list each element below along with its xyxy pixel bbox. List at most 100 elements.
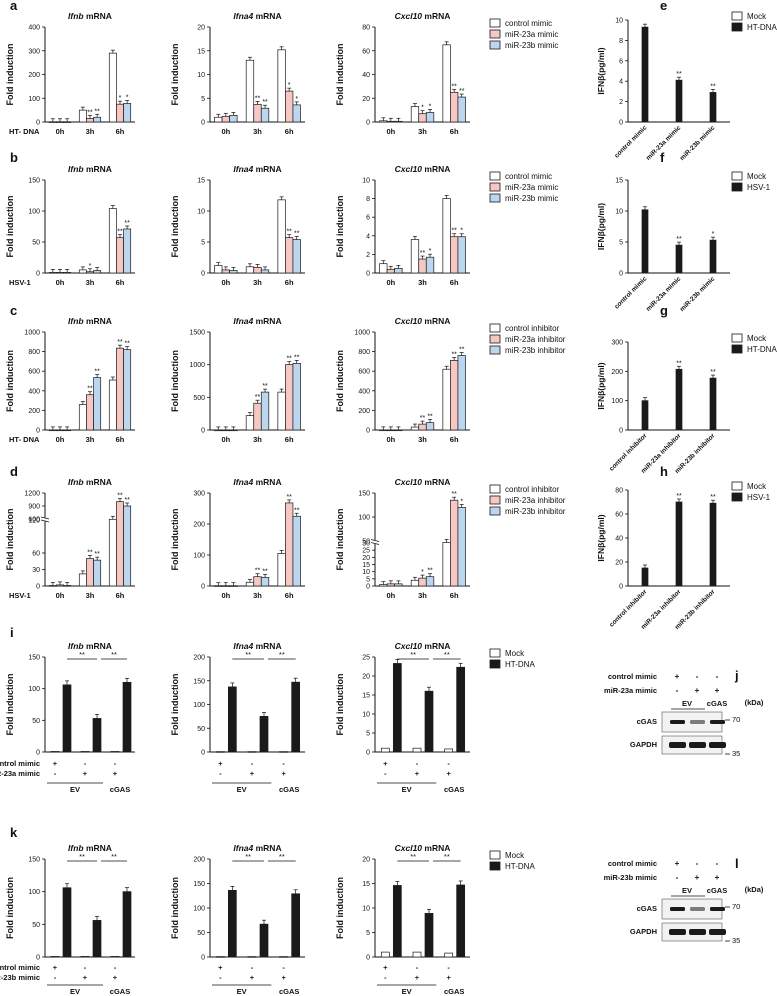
panel-c-3-significance: ** [459, 347, 465, 354]
panel-a-1-tick-label: 400 [28, 25, 40, 32]
blot-j-cgas-band [710, 720, 725, 724]
panel-d-3-tick-label: 50 [362, 539, 370, 546]
panel-d-2-bar [214, 585, 223, 587]
panel-k-1-cgas-label: cGAS [110, 987, 130, 996]
panel-letter-l: l [735, 856, 739, 871]
panel-c-3-tick-label: 800 [358, 349, 370, 356]
panel-c-1-significance: ** [94, 369, 100, 376]
panel-b-3-tick-label: 6 [366, 215, 370, 222]
panel-b-1-tick-label: 100 [28, 209, 40, 216]
panel-c-3-bar [450, 360, 459, 431]
panel-i-row-control-mimic: control mimic [0, 759, 40, 768]
panel-k-2-tick-label: 150 [193, 881, 205, 888]
panel-a-1-tick-label: 100 [28, 96, 40, 103]
panel-b-3-significance: * [429, 248, 432, 255]
blot-l-cgas-band [690, 907, 705, 911]
panel-a-1-bar [48, 121, 57, 123]
panel-i-3-bar-treated [456, 666, 466, 753]
panel-c-1-significance: ** [117, 339, 123, 346]
panel-i-1-tick-label: 50 [32, 718, 40, 725]
panel-g-legend-swatch [731, 344, 743, 354]
panel-i-1-tick-label: 150 [28, 655, 40, 662]
panel-k-1-y-label: Fold induction [5, 877, 15, 939]
blot-l-sign: + [675, 859, 680, 868]
panel-g-tick-label: 100 [611, 398, 623, 405]
panel-i-3-cgas-label: cGAS [444, 785, 464, 794]
panel-a-3-tick-label: 40 [362, 72, 370, 79]
panel-k-3-tick-label: 0 [366, 955, 370, 962]
panel-c-3-bar [425, 422, 435, 431]
panel-a-2-bar [292, 104, 301, 123]
panel-a-1-tick-label: 0 [36, 120, 40, 127]
panel-e-tick-label: 4 [619, 79, 623, 86]
panel-b-2-tick-label: 0 [201, 271, 205, 278]
panel-i-2-mir-sign: + [281, 769, 286, 778]
panel-k-2-bar-treated [291, 893, 301, 958]
panel-a-2-bar [221, 115, 230, 123]
panel-i-3-tick-label: 20 [362, 674, 370, 681]
panel-d-1-tick-label: 120 [28, 518, 40, 525]
panel-d-1-bar [48, 585, 57, 587]
panel-a-1-stimulus-label: HT- DNA [9, 127, 40, 136]
blot-l-marker-35: 35 [732, 936, 740, 945]
panel-b-2-bar [260, 269, 270, 274]
panel-c-3-bar [442, 368, 451, 431]
panel-b-1-y-label: Fold induction [5, 196, 15, 258]
panel-d-1-significance: ** [94, 551, 100, 558]
panel-c-3-category-label: 0h [386, 435, 395, 444]
panel-b-1-category-label: 6h [116, 278, 125, 287]
panel-i-1-tick-label: 100 [28, 686, 40, 693]
panel-i-3-ev-label: EV [402, 785, 412, 794]
blot-j-gapdh-label: GAPDH [630, 740, 657, 749]
panel-c-2-tick-label: 1500 [189, 330, 205, 337]
blot-j-sign: - [676, 686, 679, 695]
panel-c-1-y-label: Fold induction [5, 350, 15, 412]
panel-f-category-label: control mimic [613, 275, 648, 310]
panel-d-3-tick-label: 20 [362, 555, 370, 562]
panel-c-1-bar [108, 379, 117, 431]
panel-k-1-mir-sign: + [83, 973, 88, 982]
panel-i-2-bar-treated [291, 681, 301, 753]
panel-i-3-control-sign: + [383, 759, 388, 768]
panel-c-legend-swatch [489, 323, 501, 333]
panel-k-3-bar-treated [456, 884, 466, 958]
gene-name: Ifnb [68, 316, 84, 326]
panel-k-3-cgas-label: cGAS [444, 987, 464, 996]
panel-k-2-y-label: Fold induction [170, 877, 180, 939]
panel-c-2-bar [245, 415, 255, 431]
panel-d-2-tick-label: 200 [193, 522, 205, 529]
panel-i-2-significance: ** [279, 650, 285, 659]
panel-i-3-mir-sign: + [446, 769, 451, 778]
panel-k-2-cgas-label: cGAS [279, 987, 299, 996]
panel-a-3-tick-label: 80 [362, 25, 370, 32]
panel-b-1-bar [108, 208, 117, 274]
panel-d-1-bar [63, 585, 72, 587]
panel-b-3-category-label: 6h [450, 278, 459, 287]
panel-d-3-significance: ** [451, 491, 457, 498]
panel-i-2-control-sign: - [282, 759, 285, 768]
blot-j-gapdh-band [669, 742, 686, 748]
blot-j-sign: + [715, 686, 720, 695]
panel-d-1-axis-break-mark [40, 516, 50, 520]
panel-d-2-category-label: 0h [221, 591, 230, 600]
title-suffix: mRNA [253, 11, 281, 21]
panel-e-tick-label: 6 [619, 58, 623, 65]
panel-k-row-mir-mimic: miR-23b mimic [0, 973, 40, 982]
title-suffix: mRNA [84, 316, 112, 326]
panel-d-3-bar [442, 542, 451, 587]
panel-b-2-bar [285, 237, 294, 274]
panel-a-2-significance: ** [262, 99, 268, 106]
panel-i-3-control-sign: - [416, 759, 419, 768]
panel-i-3-control-sign: - [447, 759, 450, 768]
panel-a-3-category-label: 0h [386, 127, 395, 136]
panel-h-tick-label: 40 [615, 536, 623, 543]
panel-a-2-tick-label: 20 [197, 25, 205, 32]
panel-letter-i: i [10, 625, 14, 640]
panel-e-legend-entry: HT-DNA [747, 23, 777, 32]
panel-c-3-bar [386, 429, 395, 432]
panel-a-3-significance: ** [451, 83, 457, 90]
panel-b-1-bar [63, 272, 72, 274]
panel-a-2-title: Ifna4 mRNA [233, 11, 281, 21]
panel-b-3-bar [450, 236, 459, 274]
gene-name: Ifnb [68, 11, 84, 21]
